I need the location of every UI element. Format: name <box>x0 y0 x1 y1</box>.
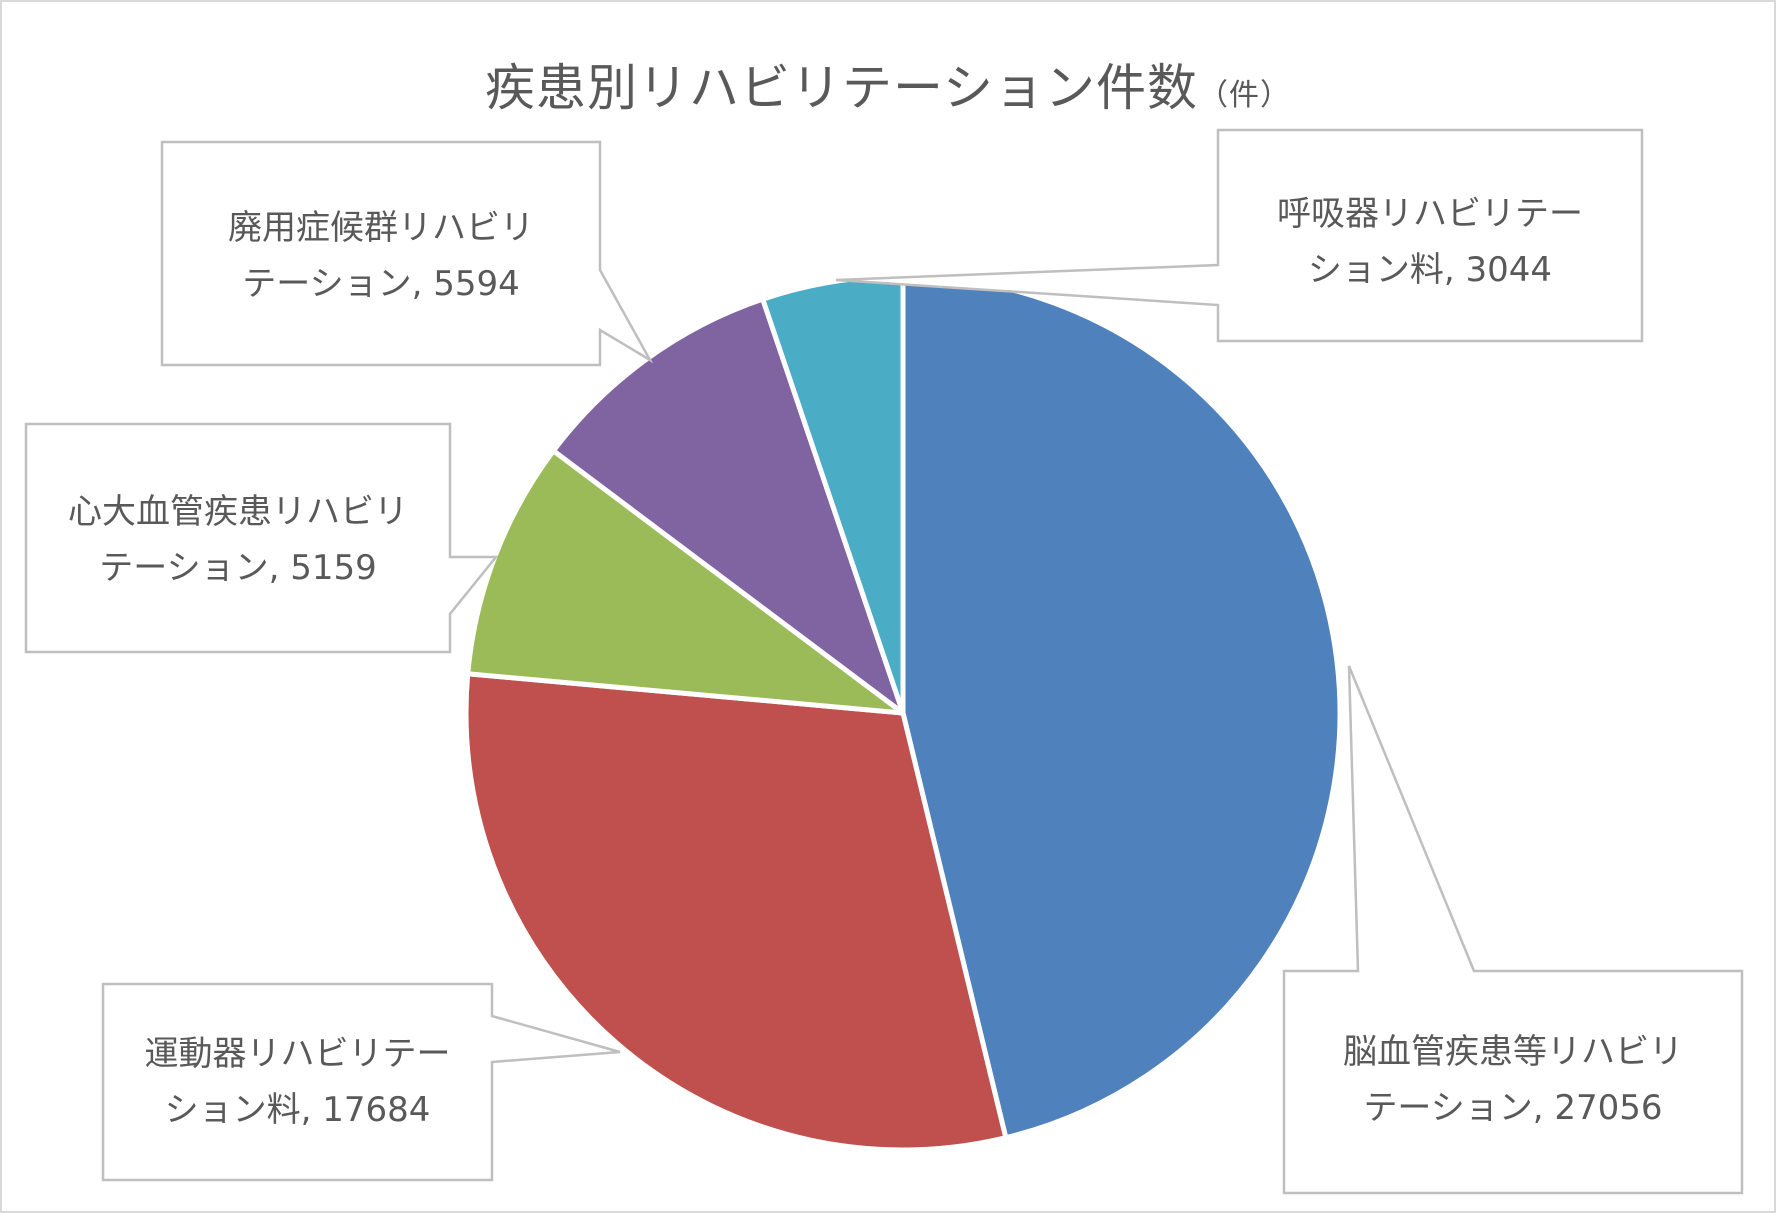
callout-box-cerebrovascular[interactable] <box>1282 665 1744 1195</box>
callout-box-disuse[interactable] <box>160 140 654 367</box>
callout-shapes <box>24 128 1744 1195</box>
pie-slices <box>463 273 1343 1153</box>
chart-title-main: 疾患別リハビリテーション件数 <box>485 59 1198 117</box>
pie-slice-cerebrovascular[interactable] <box>900 273 1343 1141</box>
callout-box-musculoskeletal[interactable] <box>101 982 621 1182</box>
chart-title-unit: （件） <box>1198 78 1291 113</box>
callout-label-disuse: 廃用症候群リハビリ テーション, 5594 <box>228 208 534 304</box>
chart-title: 疾患別リハビリテーション件数（件） <box>0 48 1776 120</box>
callout-label-cardiovascular: 心大血管疾患リハビリ テーション, 5159 <box>68 492 408 588</box>
callout-label-cerebrovascular: 脳血管疾患等リハビリ テーション, 27056 <box>1343 1032 1683 1128</box>
pie-slice-respiratory[interactable] <box>760 273 906 716</box>
callout-box-respiratory[interactable] <box>835 128 1644 343</box>
callout-label-respiratory: 呼吸器リハビリテー ション料, 3044 <box>1277 194 1583 290</box>
pie-slice-musculoskeletal[interactable] <box>463 671 1009 1153</box>
callout-label-musculoskeletal: 運動器リハビリテー ション料, 17684 <box>144 1034 451 1130</box>
callout-box-cardiovascular[interactable] <box>24 422 499 654</box>
